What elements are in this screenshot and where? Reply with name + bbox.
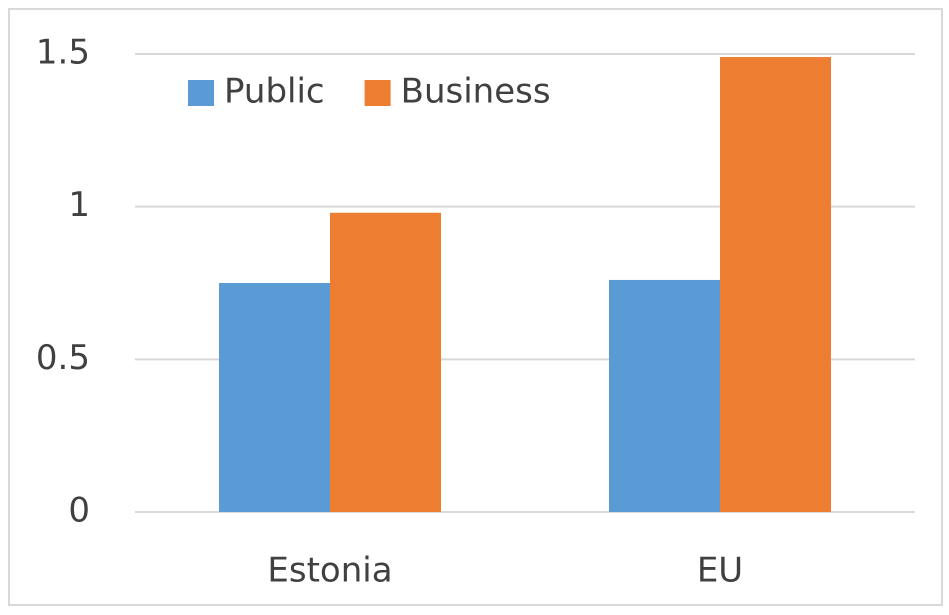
- bar: [330, 212, 441, 513]
- x-tick-label: EU: [697, 551, 743, 591]
- x-tick-label: Estonia: [267, 551, 392, 591]
- y-tick-label: 1: [68, 185, 90, 225]
- legend-swatch: [364, 80, 391, 106]
- bar: [609, 279, 720, 512]
- y-tick-label: 1.5: [36, 33, 90, 73]
- y-tick-label: 0: [68, 491, 90, 531]
- legend-label: Business: [401, 72, 551, 112]
- legend-swatch: [188, 80, 214, 106]
- y-tick-label: 0.5: [36, 338, 90, 378]
- bar: [720, 57, 831, 512]
- bar: [219, 283, 330, 512]
- legend-label: Public: [224, 72, 325, 112]
